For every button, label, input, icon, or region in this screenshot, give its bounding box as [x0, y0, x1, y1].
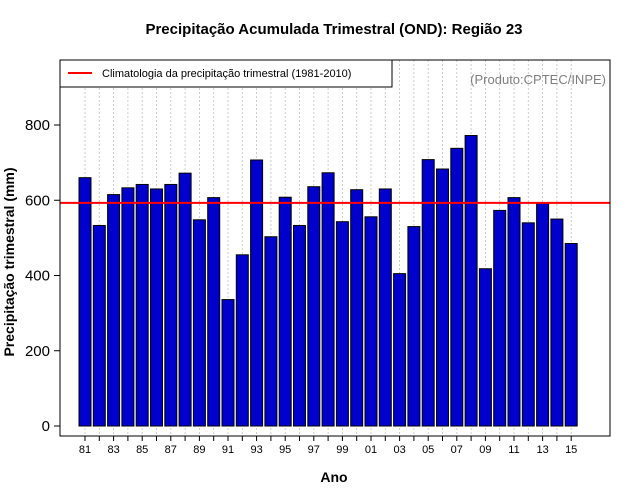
bar-2010 — [493, 209, 507, 427]
x-tick-label: 09 — [479, 444, 491, 456]
bar-1984 — [121, 187, 135, 427]
x-tick-label: 11 — [508, 444, 519, 456]
bar-1993 — [250, 159, 264, 427]
x-tick-label: 89 — [193, 444, 205, 456]
x-tick-label: 99 — [336, 444, 348, 456]
y-tick-label: 0 — [42, 418, 50, 435]
bar-1983 — [107, 194, 121, 427]
y-axis-label: Precipitação trimestral (mm) — [1, 167, 17, 356]
x-tick-label: 03 — [393, 444, 405, 456]
x-tick-label: 15 — [565, 444, 577, 456]
bar-2000 — [350, 189, 364, 427]
bar-1996 — [293, 224, 306, 427]
bar-1987 — [164, 183, 178, 427]
bar-2002 — [378, 188, 392, 427]
x-tick-label: 05 — [422, 444, 434, 456]
bar-1997 — [307, 186, 321, 427]
bar-2003 — [393, 273, 407, 427]
bar-2009 — [478, 268, 492, 427]
bar-2004 — [407, 226, 421, 427]
bar-2005 — [421, 159, 435, 427]
x-tick-label: 93 — [250, 444, 262, 456]
x-tick-label: 85 — [136, 444, 148, 456]
legend: Climatologia da precipitação trimestral … — [59, 59, 393, 88]
bar-2001 — [364, 216, 378, 427]
x-tick-label: 87 — [165, 444, 177, 456]
x-tick-label: 07 — [451, 444, 463, 456]
y-axis: 0 200 400 600 800 — [25, 117, 60, 435]
bar-1998 — [321, 172, 335, 427]
bar-2015 — [564, 243, 578, 427]
x-tick-label: 13 — [536, 444, 548, 456]
bar-1986 — [150, 188, 163, 427]
bar-1992 — [235, 254, 249, 427]
x-tick-label: 97 — [308, 444, 320, 456]
y-tick-label: 800 — [25, 117, 50, 134]
bar-1981 — [78, 177, 92, 427]
bar-1989 — [192, 219, 206, 427]
bar-1990 — [207, 197, 221, 427]
bar-2008 — [464, 135, 478, 427]
bar-1999 — [335, 221, 349, 427]
bar-1985 — [135, 183, 149, 427]
bar-2007 — [450, 147, 464, 427]
bar-2014 — [550, 218, 564, 427]
x-tick-label: 91 — [222, 444, 234, 456]
x-tick-label: 95 — [279, 444, 291, 456]
bar-1991 — [221, 299, 235, 427]
y-tick-label: 200 — [25, 343, 50, 360]
bar-2013 — [536, 202, 550, 427]
bar-2011 — [507, 197, 521, 427]
x-axis-label: Ano — [320, 469, 347, 485]
bar-1982 — [92, 224, 106, 427]
bar-1995 — [278, 196, 292, 427]
bar-2012 — [521, 222, 535, 427]
chart-title: Precipitação Acumulada Trimestral (OND):… — [145, 21, 522, 38]
y-tick-label: 600 — [25, 192, 50, 209]
x-tick-label: 81 — [79, 444, 91, 456]
x-tick-label: 01 — [365, 444, 377, 456]
x-axis: 81 83 85 87 89 91 93 95 97 99 01 03 05 07 09 11 13 15 — [79, 436, 577, 456]
source-note: (Produto:CPTEC/INPE) — [470, 72, 606, 87]
bars — [78, 135, 578, 427]
x-tick-label: 83 — [107, 444, 119, 456]
bar-1994 — [264, 236, 278, 427]
y-tick-label: 400 — [25, 268, 50, 285]
legend-label: Climatologia da precipitação trimestral … — [102, 68, 351, 80]
bar-2006 — [436, 168, 449, 427]
bar-1988 — [178, 172, 192, 427]
legend-box — [59, 59, 393, 88]
